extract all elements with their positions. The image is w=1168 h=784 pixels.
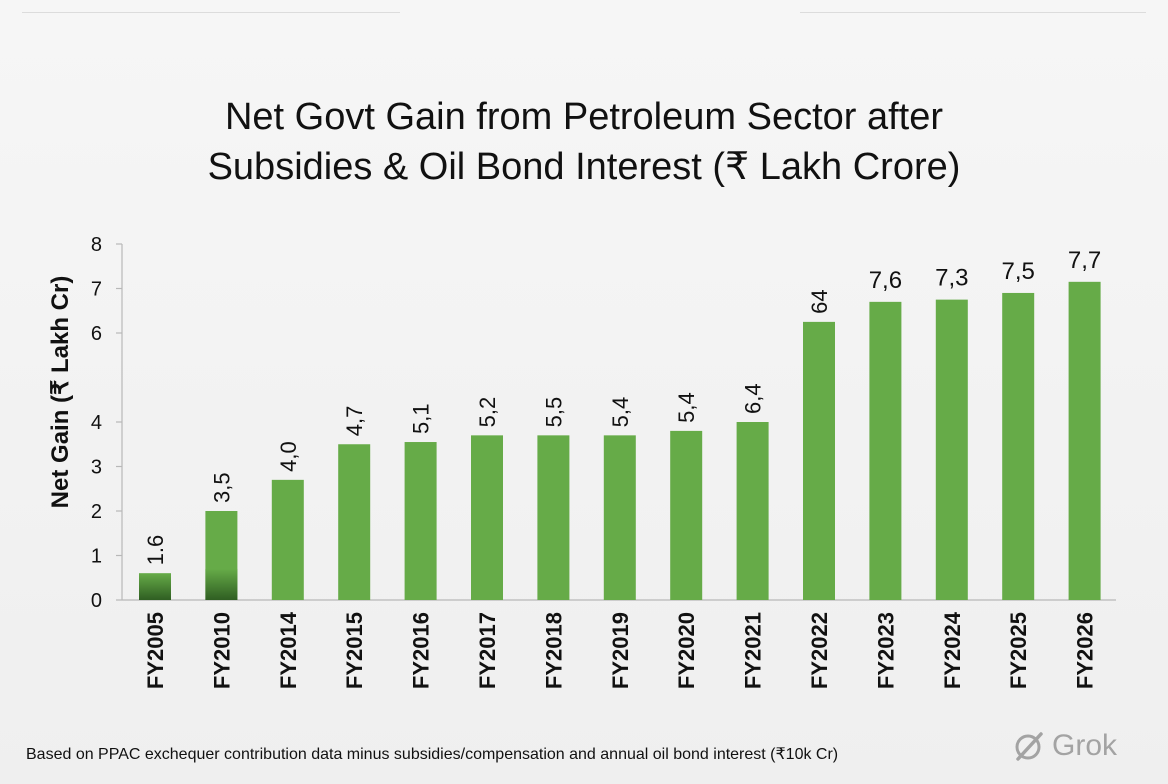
data-label: 5,5 — [541, 397, 566, 428]
chart-title: Net Govt Gain from Petroleum Sector afte… — [0, 92, 1168, 192]
bar — [869, 301, 902, 600]
x-tick-label: FY2019 — [608, 612, 633, 689]
x-tick-label: FY2016 — [409, 612, 434, 689]
chart-title-line-2: Subsidies & Oil Bond Interest (₹ Lakh Cr… — [207, 146, 961, 188]
data-label: 1.6 — [143, 535, 168, 566]
data-label: 6,4 — [741, 383, 766, 414]
data-label: 7,3 — [935, 265, 968, 292]
bar — [935, 299, 968, 600]
y-tick-label: 0 — [91, 590, 102, 612]
bar — [404, 442, 437, 600]
bar — [736, 422, 769, 600]
grok-logo: Grok — [1012, 726, 1117, 766]
bar — [603, 435, 636, 600]
data-label: 4,0 — [276, 441, 301, 472]
bar — [271, 479, 304, 600]
y-tick-label: 3 — [91, 457, 102, 479]
x-tick-label: FY2026 — [1073, 612, 1098, 689]
bar — [1068, 281, 1101, 600]
x-tick-label: FY2021 — [741, 612, 766, 689]
y-tick-label: 2 — [91, 501, 102, 523]
bar-dark-base — [205, 568, 238, 600]
y-axis-label: Net Gain (₹ Lakh Cr) — [47, 276, 74, 509]
x-tick-label: FY2023 — [873, 612, 898, 689]
chart-title-line-1: Net Govt Gain from Petroleum Sector afte… — [224, 96, 944, 138]
bar — [670, 430, 703, 600]
data-label: 64 — [807, 289, 832, 313]
x-tick-label: FY2005 — [143, 612, 168, 689]
y-tick-label: 4 — [91, 412, 102, 434]
y-tick-label: 6 — [91, 323, 102, 345]
x-tick-label: FY2022 — [807, 612, 832, 689]
x-tick-label: FY2015 — [342, 612, 367, 689]
data-label: 5,4 — [674, 392, 699, 423]
x-tick-label: FY2017 — [475, 612, 500, 689]
data-label: 3,5 — [209, 472, 234, 503]
y-tick-label: 1 — [91, 546, 102, 568]
x-tick-label: FY2024 — [940, 611, 965, 689]
bar — [1002, 292, 1035, 600]
grok-logo-text: Grok — [1052, 729, 1118, 762]
x-tick-label: FY2025 — [1006, 612, 1031, 689]
data-label: 5,2 — [475, 397, 500, 428]
top-divider-left — [22, 12, 400, 13]
bar — [471, 435, 503, 600]
bar — [803, 321, 835, 600]
y-tick-label: 7 — [91, 279, 102, 301]
data-label: 7,6 — [869, 267, 902, 294]
footnote: Based on PPAC exchequer contribution dat… — [26, 746, 839, 763]
top-divider-right — [800, 12, 1146, 13]
x-tick-label: FY2018 — [541, 612, 566, 689]
grok-logo-icon — [1015, 732, 1043, 761]
data-label: 5,4 — [608, 397, 633, 428]
bar — [338, 444, 371, 600]
bar — [537, 435, 570, 600]
data-label: 7,7 — [1068, 247, 1101, 274]
data-label: 7,5 — [1002, 258, 1035, 285]
y-tick-label: 8 — [91, 234, 102, 256]
x-tick-label: FY2010 — [209, 612, 234, 689]
x-tick-label: FY2020 — [674, 612, 699, 689]
bar-dark-base — [139, 573, 171, 600]
data-label: 4,7 — [342, 406, 367, 437]
x-tick-label: FY2014 — [276, 611, 301, 689]
data-label: 5,1 — [409, 403, 434, 434]
